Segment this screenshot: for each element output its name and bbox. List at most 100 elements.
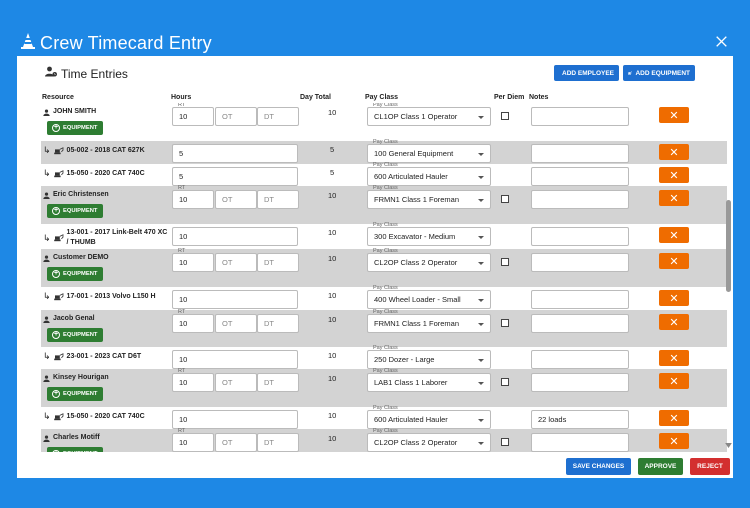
- approve-button[interactable]: APPROVE: [638, 458, 683, 475]
- pay-class-select-label: Pay Class: [373, 139, 398, 145]
- pay-class-select[interactable]: Pay Class CL2OP Class 2 Operator: [367, 428, 491, 452]
- per-diem-checkbox[interactable]: [501, 258, 509, 266]
- delete-row-button[interactable]: ✕: [659, 373, 689, 389]
- delete-row-button[interactable]: ✕: [659, 314, 689, 330]
- pay-class-select[interactable]: Pay Class CL2OP Class 2 Operator: [367, 248, 491, 272]
- chevron-down-icon: [478, 299, 484, 302]
- hours-input[interactable]: 10: [172, 350, 298, 369]
- pay-class-select[interactable]: Pay Class 600 Articulated Hauler: [367, 162, 491, 186]
- resource-name-text: Charles Motiff: [53, 434, 100, 441]
- pay-class-select-value: LAB1 Class 1 Laborer: [374, 378, 448, 387]
- plus-circle-icon: +: [52, 270, 60, 278]
- per-diem-checkbox[interactable]: [501, 438, 509, 446]
- dt-hours-input[interactable]: DT: [257, 253, 299, 272]
- per-diem-checkbox[interactable]: [501, 195, 509, 203]
- rt-hours-input[interactable]: RT 10: [172, 368, 214, 392]
- equipment-icon: [53, 352, 64, 361]
- reject-button[interactable]: REJECT: [690, 458, 730, 475]
- pay-class-select-label: Pay Class: [373, 285, 398, 291]
- add-equipment-button[interactable]: ADD EQUIPMENT: [623, 65, 695, 81]
- dt-hours-input-value: DT: [264, 438, 274, 447]
- per-diem-checkbox[interactable]: [501, 378, 509, 386]
- hours-input[interactable]: 10: [172, 290, 298, 309]
- dt-hours-input[interactable]: DT: [257, 314, 299, 333]
- plus-circle-icon: +: [52, 124, 60, 132]
- day-total-value: 10: [328, 191, 337, 200]
- ot-hours-input[interactable]: OT: [215, 190, 257, 209]
- pay-class-select[interactable]: Pay Class FRMN1 Class 1 Foreman: [367, 185, 491, 209]
- dt-hours-input[interactable]: DT: [257, 190, 299, 209]
- per-diem-checkbox[interactable]: [501, 319, 509, 327]
- add-equipment-to-employee-button[interactable]: +EQUIPMENT: [47, 328, 103, 342]
- delete-row-button[interactable]: ✕: [659, 350, 689, 366]
- rt-hours-input[interactable]: RT 10: [172, 185, 214, 209]
- add-equipment-to-employee-button[interactable]: +EQUIPMENT: [47, 267, 103, 281]
- pay-class-select-value: 100 General Equipment: [374, 149, 454, 158]
- pay-class-select[interactable]: Pay Class FRMN1 Class 1 Foreman: [367, 309, 491, 333]
- hours-input[interactable]: 10: [172, 227, 298, 246]
- add-equipment-to-employee-button[interactable]: +EQUIPMENT: [47, 387, 103, 401]
- panel-header: Time Entries ADD EMPLOYEE ADD EQUIPMENT: [17, 56, 733, 92]
- close-icon[interactable]: [716, 36, 727, 47]
- notes-input[interactable]: [531, 373, 629, 392]
- rt-hours-input[interactable]: RT 10: [172, 103, 214, 126]
- pay-class-select[interactable]: Pay Class 250 Dozer - Large: [367, 345, 491, 369]
- dt-hours-input[interactable]: DT: [257, 373, 299, 392]
- pay-class-select[interactable]: Pay Class 600 Articulated Hauler: [367, 405, 491, 429]
- delete-row-button[interactable]: ✕: [659, 107, 689, 123]
- per-diem-checkbox[interactable]: [501, 112, 509, 120]
- ot-hours-input-value: OT: [222, 319, 233, 328]
- plus-circle-icon: +: [52, 331, 60, 339]
- notes-input[interactable]: [531, 314, 629, 333]
- save-changes-button[interactable]: SAVE CHANGES: [566, 458, 631, 475]
- equipment-icon: [53, 234, 64, 242]
- add-equipment-to-employee-button[interactable]: +EQUIPMENT: [47, 121, 103, 135]
- pay-class-select[interactable]: Pay Class LAB1 Class 1 Laborer: [367, 368, 491, 392]
- delete-row-button[interactable]: ✕: [659, 190, 689, 206]
- delete-row-button[interactable]: ✕: [659, 144, 689, 160]
- dt-hours-input[interactable]: DT: [257, 433, 299, 452]
- notes-input[interactable]: [531, 433, 629, 452]
- notes-input[interactable]: [531, 253, 629, 272]
- hours-input[interactable]: 10: [172, 410, 298, 429]
- delete-row-button[interactable]: ✕: [659, 290, 689, 306]
- ot-hours-input[interactable]: OT: [215, 433, 257, 452]
- pay-class-select[interactable]: Pay Class 400 Wheel Loader - Small: [367, 285, 491, 309]
- pay-class-select[interactable]: Pay Class CL1OP Class 1 Operator: [367, 103, 491, 126]
- notes-input[interactable]: 22 loads: [531, 410, 629, 429]
- hours-input[interactable]: 5: [172, 144, 298, 163]
- delete-row-button[interactable]: ✕: [659, 227, 689, 243]
- notes-input[interactable]: [531, 350, 629, 369]
- title-bar: Crew Timecard Entry: [0, 0, 750, 53]
- notes-input[interactable]: [531, 290, 629, 309]
- table-row: Jacob Genal + EQUIPMENT RT 10 OT DT 10 Pay Class…: [41, 309, 727, 347]
- rt-hours-input[interactable]: RT 10: [172, 309, 214, 333]
- delete-row-button[interactable]: ✕: [659, 410, 689, 426]
- sub-arrow-icon: ↳: [43, 232, 51, 243]
- add-employee-button[interactable]: ADD EMPLOYEE: [554, 65, 619, 81]
- ot-hours-input[interactable]: OT: [215, 314, 257, 333]
- rt-hours-input[interactable]: RT 10: [172, 248, 214, 272]
- notes-input[interactable]: [531, 107, 629, 126]
- delete-row-button[interactable]: ✕: [659, 253, 689, 269]
- sub-arrow-icon: ↳: [43, 168, 51, 178]
- pay-class-select[interactable]: Pay Class 100 General Equipment: [367, 139, 491, 163]
- rt-hours-input[interactable]: RT 10: [172, 428, 214, 452]
- pay-class-select[interactable]: Pay Class 300 Excavator - Medium: [367, 222, 491, 246]
- scrollbar-thumb[interactable]: [726, 200, 731, 292]
- notes-input[interactable]: [531, 227, 629, 246]
- notes-input[interactable]: [531, 190, 629, 209]
- notes-input[interactable]: [531, 144, 629, 163]
- hours-input[interactable]: 5: [172, 167, 298, 186]
- delete-row-button[interactable]: ✕: [659, 167, 689, 183]
- ot-hours-input[interactable]: OT: [215, 373, 257, 392]
- scroll-down-arrow-icon[interactable]: [725, 443, 732, 448]
- add-equipment-to-employee-button[interactable]: +EQUIPMENT: [47, 204, 103, 218]
- ot-hours-input[interactable]: OT: [215, 253, 257, 272]
- notes-input[interactable]: [531, 167, 629, 186]
- delete-row-button[interactable]: ✕: [659, 433, 689, 449]
- close-icon: ✕: [669, 169, 679, 182]
- ot-hours-input[interactable]: OT: [215, 107, 257, 126]
- dt-hours-input[interactable]: DT: [257, 107, 299, 126]
